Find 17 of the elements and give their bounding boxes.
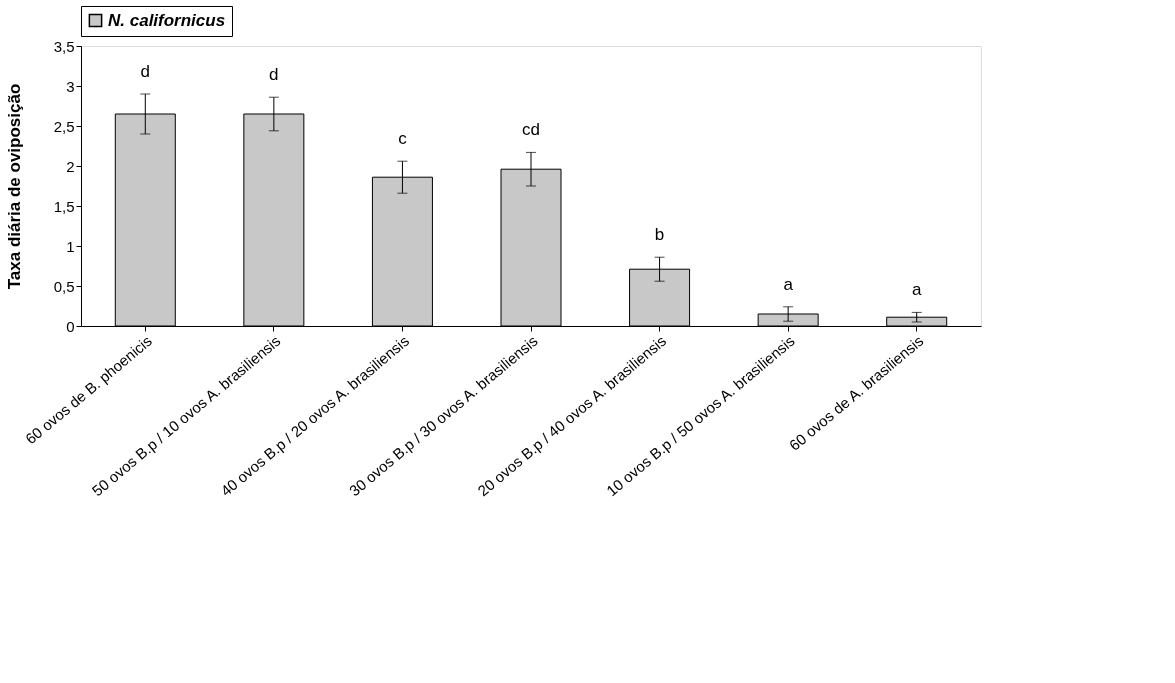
legend-label: N. californicus (108, 10, 226, 30)
annotation: c (398, 129, 408, 149)
y-tick-label: 1 (66, 237, 75, 255)
y-tick-label: 0 (66, 317, 75, 335)
annotation: cd (522, 120, 540, 140)
y-tick-label: 1,5 (53, 197, 75, 215)
annotation: b (654, 225, 665, 245)
annotation: d (269, 65, 279, 85)
annotation: a (911, 280, 922, 300)
y-axis-title: Taxa diária de oviposição (4, 83, 24, 290)
annotation: a (783, 274, 794, 294)
y-tick-label: 2 (66, 157, 75, 175)
y-tick-label: 2,5 (53, 117, 75, 135)
y-tick-label: 3 (66, 77, 75, 95)
y-tick-label: 0,5 (53, 277, 75, 295)
annotation: d (140, 62, 151, 81)
y-tick-label: 3,5 (53, 37, 75, 55)
